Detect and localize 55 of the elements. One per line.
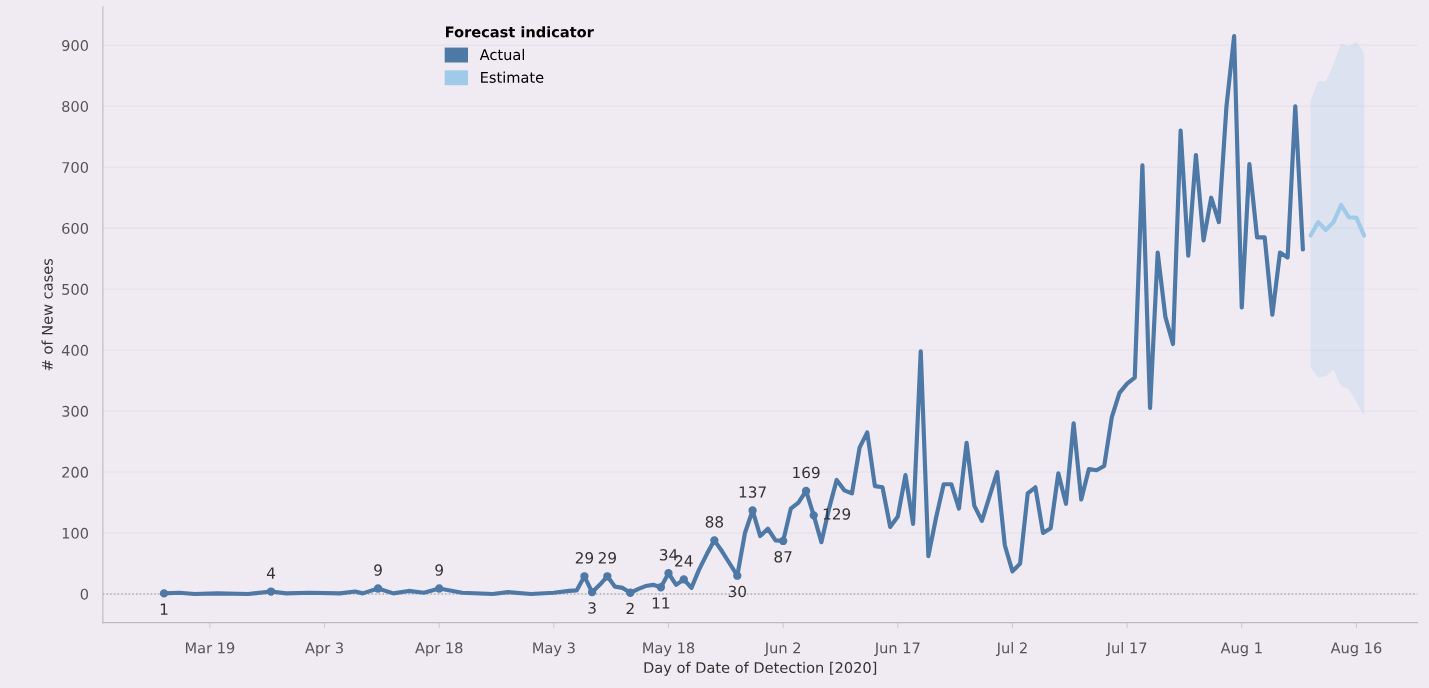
data-label: 3 (588, 602, 596, 614)
x-tick-label: Aug 16 (1330, 642, 1382, 657)
data-label: 87 (774, 550, 792, 563)
data-label: 9 (374, 564, 382, 576)
point (603, 572, 612, 581)
x-tick-label: May 18 (643, 642, 695, 657)
point (266, 587, 276, 596)
x-tick-label: Jul 2 (995, 642, 1027, 657)
y-tick-label: 800 (62, 100, 89, 112)
x-tick-label: Jun 17 (874, 642, 920, 657)
point (748, 506, 757, 515)
x-tick-label: Mar 19 (185, 642, 235, 654)
y-tick-label: 900 (62, 40, 89, 52)
point (778, 536, 788, 546)
point (373, 584, 383, 593)
data-label: 137 (739, 486, 766, 498)
x-tick-label: Apr 3 (305, 642, 343, 657)
y-tick-label: 100 (62, 527, 89, 539)
data-label: 1 (160, 603, 168, 615)
data-label: 29 (598, 552, 616, 564)
x-tick-label: Aug 1 (1220, 642, 1262, 657)
y-tick-label: 0 (80, 588, 89, 600)
legend-label: Actual (479, 48, 524, 61)
point (679, 575, 688, 584)
legend-title: Forecast indicator (446, 26, 594, 38)
point (435, 584, 444, 593)
point (656, 583, 666, 592)
data-label: 169 (793, 466, 820, 479)
data-label: 30 (728, 585, 746, 598)
data-label: 29 (575, 552, 594, 564)
x-tick-label: Jul 17 (1105, 642, 1147, 657)
point (733, 571, 742, 580)
data-label: 2 (626, 602, 634, 615)
y-tick-label: 700 (62, 161, 89, 173)
point (587, 587, 597, 597)
y-tick-label: 200 (62, 466, 89, 478)
x-tick-label: May 3 (533, 642, 575, 657)
point (664, 569, 673, 578)
data-label: 88 (705, 516, 724, 528)
y-tick-label: 400 (61, 344, 89, 356)
line-series (1308, 202, 1367, 238)
x-tick-label: Apr 18 (415, 642, 463, 657)
data-label: 9 (435, 564, 443, 576)
point (809, 511, 818, 520)
point (626, 588, 635, 597)
x-tick-label: Jun 2 (764, 642, 801, 657)
y-tick-label: 300 (62, 405, 89, 417)
data-label: 4 (266, 567, 276, 579)
legend-label: Estimate (481, 71, 544, 83)
x-axis-title: Day of Date of Detection [2020] (644, 661, 877, 676)
y-tick-label: 600 (62, 222, 89, 234)
y-axis-title: # of New cases (41, 258, 53, 371)
data-label: 11 (652, 597, 670, 609)
y-tick-label: 500 (62, 283, 89, 295)
point (159, 589, 169, 598)
